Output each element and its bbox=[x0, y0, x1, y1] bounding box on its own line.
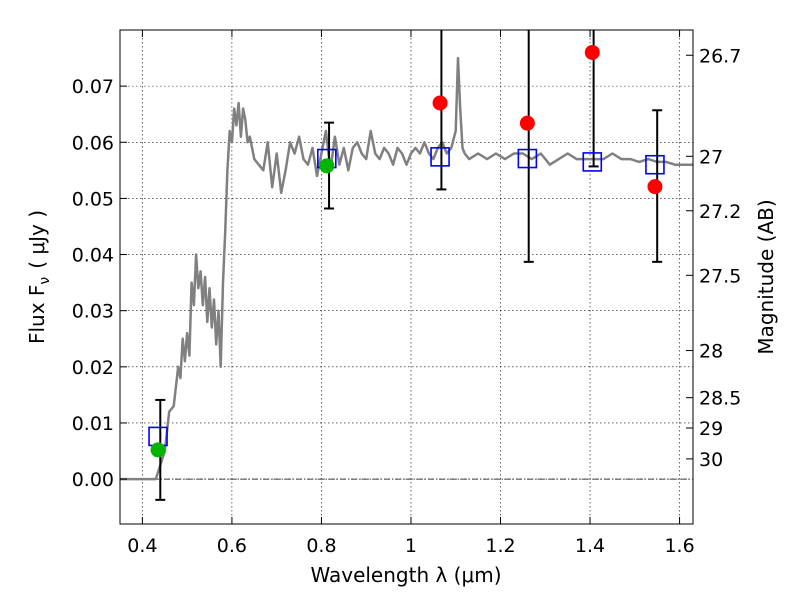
magnitude-tick-label-5: 28.5 bbox=[699, 388, 741, 410]
y-tick-label-3: 0.03 bbox=[72, 301, 114, 323]
magnitude-axis-title: Magnitude (AB) bbox=[754, 199, 778, 354]
y-tick-label-7: 0.07 bbox=[72, 76, 114, 98]
x-axis-title: Wavelength λ (μm) bbox=[310, 563, 501, 587]
square-marker-0-4 bbox=[582, 152, 603, 172]
y-tick-label-0: 0.00 bbox=[72, 469, 114, 491]
svg-text:Flux Fν( μJy ): Flux Fν ( μJy ) bbox=[25, 210, 53, 344]
magnitude-axis-ticks: 26.7 27 27.2 27.5 28 28.5 29 30 bbox=[686, 45, 741, 471]
x-axis-ticks: 0.4 0.6 0.8 1 1.2 1.4 1.6 bbox=[127, 30, 695, 557]
y-axis-ticks: 0.00 0.01 0.02 0.03 0.04 0.05 0.06 0.07 bbox=[72, 76, 127, 491]
x-tick-label-1: 0.6 bbox=[217, 535, 247, 557]
y-tick-label-2: 0.02 bbox=[72, 357, 114, 379]
x-tick-label-3: 1 bbox=[405, 535, 417, 557]
circle-marker-2-2 bbox=[584, 44, 600, 60]
x-tick-label-4: 1.2 bbox=[485, 535, 515, 557]
y-axis-title-main: Flux F bbox=[25, 285, 49, 344]
square-marker-0-5 bbox=[645, 154, 665, 175]
square-marker-0-2 bbox=[430, 147, 450, 167]
magnitude-tick-label-2: 27.2 bbox=[699, 201, 741, 223]
x-tick-label-2: 0.8 bbox=[306, 535, 336, 557]
x-tick-label-0: 0.4 bbox=[127, 535, 157, 557]
magnitude-tick-label-3: 27.5 bbox=[699, 265, 741, 287]
magnitude-tick-label-0: 26.7 bbox=[699, 45, 741, 67]
magnitude-tick-label-6: 29 bbox=[699, 418, 723, 440]
circle-marker-2-3 bbox=[647, 179, 663, 195]
plot-frame bbox=[119, 29, 694, 525]
circle-marker-1-0 bbox=[150, 442, 166, 458]
square-marker-0-3 bbox=[517, 148, 538, 169]
data-markers bbox=[148, 44, 665, 458]
y-tick-label-6: 0.06 bbox=[72, 132, 114, 154]
y-axis-title: Flux Fν ( μJy ) bbox=[25, 210, 53, 344]
x-tick-label-6: 1.6 bbox=[664, 535, 694, 557]
y-tick-label-5: 0.05 bbox=[72, 188, 114, 210]
y-axis-title-unit: ( μJy ) bbox=[25, 210, 49, 269]
circle-marker-2-0 bbox=[432, 95, 448, 111]
y-tick-label-4: 0.04 bbox=[72, 245, 114, 267]
magnitude-tick-label-1: 27 bbox=[699, 146, 723, 168]
circle-marker-2-1 bbox=[519, 115, 535, 131]
y-tick-label-1: 0.01 bbox=[72, 413, 114, 435]
circle-marker-1-1 bbox=[319, 158, 335, 174]
magnitude-tick-label-7: 30 bbox=[699, 449, 723, 471]
x-tick-label-5: 1.4 bbox=[575, 535, 605, 557]
magnitude-tick-label-4: 28 bbox=[699, 341, 723, 363]
plot-background bbox=[120, 30, 693, 524]
y-axis-title-sub: ν bbox=[37, 277, 53, 285]
